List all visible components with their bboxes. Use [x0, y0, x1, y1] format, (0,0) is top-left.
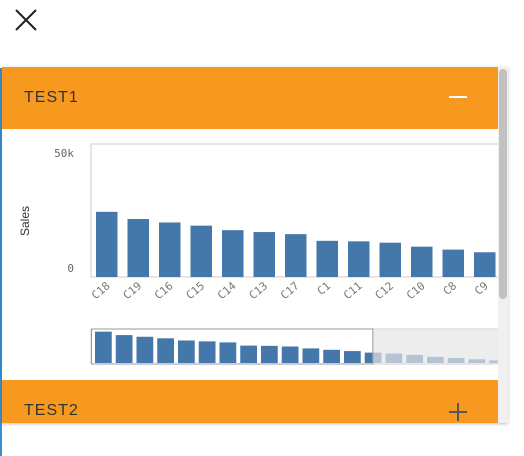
navigator-bar [95, 331, 112, 363]
navigator-bar [240, 345, 257, 363]
x-tick-label: C10 [404, 279, 428, 302]
bar-group [96, 211, 496, 277]
accordion-panel: TEST1 Sales 50k 0 C18 C19 C16 C15 C14 C13 C17 C… [2, 67, 508, 423]
bar-C18[interactable] [96, 211, 118, 277]
navigator-bar [198, 341, 216, 363]
bar-C19[interactable] [127, 219, 150, 277]
y-tick-label-top: 50k [54, 147, 74, 160]
bar-C13[interactable] [253, 232, 276, 277]
x-tick-label: C19 [121, 279, 145, 302]
x-tick-label: C15 [184, 279, 208, 302]
bar-C12[interactable] [379, 242, 402, 277]
x-tick-label: C11 [341, 279, 365, 302]
bar-C17[interactable] [285, 234, 307, 277]
bar-C9[interactable] [474, 252, 496, 277]
navigator-bar [178, 340, 195, 363]
navigator-bar [157, 338, 174, 363]
navigator-bar [281, 346, 299, 363]
minus-icon[interactable] [448, 87, 468, 107]
x-tick-label: C18 [89, 279, 113, 302]
close-button[interactable] [10, 6, 40, 36]
x-tick-label: C8 [441, 279, 460, 297]
navigator-bar [323, 349, 340, 363]
x-tick-label: C13 [247, 279, 271, 302]
navigator-viewport-handle[interactable] [91, 328, 374, 365]
x-tick-label: C14 [215, 279, 239, 302]
x-tick-label: C16 [152, 279, 176, 302]
y-axis-title: Sales [18, 206, 32, 236]
navigator-bar [219, 342, 237, 363]
navigator-bar [115, 335, 133, 363]
x-tick-label: C1 [315, 279, 334, 297]
close-x-icon [15, 9, 37, 31]
navigator-bar [261, 345, 278, 363]
bar-C1[interactable] [316, 240, 339, 277]
navigator-out-of-view-shade [372, 329, 498, 364]
x-tick-label: C9 [472, 279, 491, 297]
accordion-header-test2[interactable]: TEST2 [2, 380, 498, 423]
sales-bar-chart: Sales 50k 0 C18 C19 C16 C15 C14 C13 C17 C1 C11 C1… [18, 143, 498, 365]
bar-C11[interactable] [348, 241, 370, 277]
y-tick-label-zero: 0 [67, 262, 74, 275]
bar-C14[interactable] [222, 230, 244, 277]
plus-icon[interactable] [448, 402, 468, 422]
navigator-bar [302, 348, 320, 363]
x-tick-label: C17 [278, 279, 302, 302]
navigator-bar [344, 351, 361, 363]
panel-scrollbar[interactable] [498, 67, 508, 423]
accordion-title: TEST2 [24, 402, 79, 419]
bar-C8[interactable] [442, 249, 465, 277]
scroll-navigator[interactable] [90, 328, 498, 365]
accordion-header-test1[interactable]: TEST1 [2, 67, 498, 129]
left-edge-divider [0, 68, 2, 456]
bar-C16[interactable] [159, 222, 181, 277]
x-tick-label: C12 [373, 279, 397, 302]
accordion-title: TEST1 [24, 89, 79, 106]
bar-C15[interactable] [190, 225, 213, 277]
navigator-bar [136, 336, 154, 363]
scrollbar-thumb[interactable] [499, 69, 507, 299]
bar-C10[interactable] [411, 246, 433, 277]
x-tick-labels: C18 C19 C16 C15 C14 C13 C17 C1 C11 C12 C10 C8 C9 [89, 279, 491, 302]
